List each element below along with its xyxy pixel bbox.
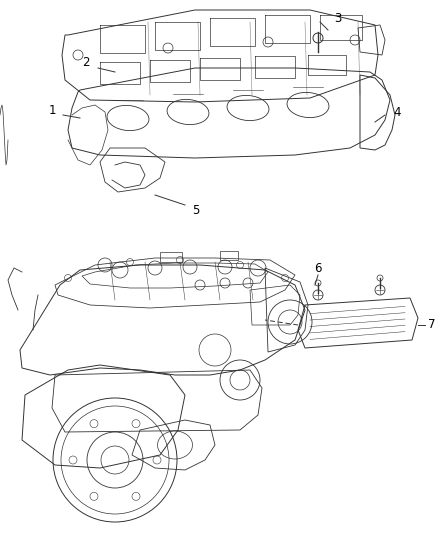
Text: 4: 4 — [393, 106, 401, 118]
Bar — [220, 251, 238, 260]
Bar — [160, 252, 182, 262]
Text: 1: 1 — [48, 103, 56, 117]
Text: 5: 5 — [192, 204, 200, 216]
Text: 6: 6 — [314, 262, 322, 274]
Text: 7: 7 — [428, 319, 436, 332]
Text: 3: 3 — [334, 12, 342, 25]
Text: 2: 2 — [82, 55, 90, 69]
